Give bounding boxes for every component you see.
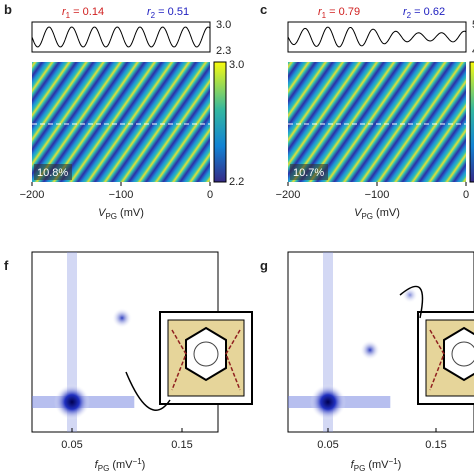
arrow <box>399 285 424 319</box>
x-tick-label: 0 <box>463 189 469 201</box>
trace-tick: 4 <box>472 45 474 57</box>
subscript: PG <box>354 464 366 473</box>
panels: b r1 = 0.14 r2 = 0.513.02.310.8%3.02.2−200… <box>4 2 474 473</box>
inset-path <box>429 329 445 391</box>
symbol-text: = 0.62 <box>411 6 445 18</box>
trace <box>31 26 211 48</box>
subscript: 1 <box>322 11 327 20</box>
symbol-label: r1 = 0.79 <box>318 6 360 20</box>
x-tick-label: 0.15 <box>425 439 446 451</box>
symbol-text: = 0.79 <box>326 6 360 18</box>
percent-box <box>34 164 72 180</box>
x-tick-label: −100 <box>109 189 134 201</box>
trace-tick: 2.3 <box>216 45 231 57</box>
x-tick-label: −200 <box>276 189 301 201</box>
x-tick-label: −200 <box>20 189 45 201</box>
subscript: PG <box>105 212 117 221</box>
colorbar <box>213 61 227 183</box>
panel-label: b <box>4 2 12 17</box>
subscript: PG <box>361 212 373 221</box>
inset-orbit <box>193 341 219 367</box>
heatmap <box>288 62 466 182</box>
symbol: r <box>62 6 67 18</box>
percent-label: 10.7% <box>293 167 324 179</box>
symbol: f <box>95 459 99 471</box>
subscript: PG <box>98 464 110 473</box>
symbol-text: (mV) <box>373 207 400 219</box>
colorbar-tick: 2.2 <box>229 176 244 188</box>
subscript: 1 <box>66 11 71 20</box>
symbol: f <box>351 459 355 471</box>
peak <box>54 384 90 420</box>
heatmap <box>32 62 210 182</box>
close: ) <box>142 459 146 471</box>
symbol-text: = 0.14 <box>70 6 104 18</box>
symbol-label: VPG (mV) <box>98 207 144 221</box>
close: ) <box>398 459 402 471</box>
trace-box <box>31 21 211 53</box>
subscript: 2 <box>407 11 412 20</box>
symbol-label: r1 = 0.14 <box>62 6 104 20</box>
symbol: r <box>147 6 152 18</box>
symbol: V <box>354 207 363 219</box>
x-tick-label: 0.15 <box>171 439 192 451</box>
superscript: −1 <box>133 457 143 466</box>
inset-orbit <box>451 341 474 367</box>
symbol-label: fPG (mV−1) <box>351 457 402 473</box>
inset-path <box>171 329 241 391</box>
subscript: 2 <box>151 11 156 20</box>
arrow <box>125 371 171 411</box>
inset-dot <box>185 326 227 382</box>
panel-label: c <box>260 2 267 17</box>
inset-dot <box>443 326 474 382</box>
streak-v <box>67 252 77 432</box>
colorbar <box>469 61 474 183</box>
symbol-text: (mV <box>365 459 389 471</box>
symbol-label: r2 = 0.62 <box>403 6 445 20</box>
symbol-text: (mV <box>109 459 133 471</box>
symbol-label: r2 = 0.51 <box>147 6 189 20</box>
streak-v <box>323 252 333 432</box>
trace <box>287 26 467 48</box>
panel-label: g <box>260 258 268 273</box>
trace-box <box>287 21 467 53</box>
trace-tick: 5 <box>472 19 474 31</box>
symbol: V <box>98 207 107 219</box>
symbol-text: = 0.51 <box>155 6 189 18</box>
x-tick-label: 0 <box>207 189 213 201</box>
symbol: r <box>403 6 408 18</box>
x-tick-label: 0.05 <box>61 439 82 451</box>
panel-label: f <box>4 258 9 273</box>
peak <box>310 384 346 420</box>
symbol-text: (mV) <box>117 207 144 219</box>
trace-tick: 3.0 <box>216 19 231 31</box>
symbol-label: VPG (mV) <box>354 207 400 221</box>
x-tick-label: 0.05 <box>317 439 338 451</box>
peak <box>402 287 418 303</box>
x-tick-label: −100 <box>365 189 390 201</box>
colorbar-tick: 3.0 <box>229 59 244 71</box>
percent-box <box>290 164 328 180</box>
symbol-label: fPG (mV−1) <box>95 457 146 473</box>
symbol: r <box>318 6 323 18</box>
percent-label: 10.8% <box>37 167 68 179</box>
peak <box>112 308 132 328</box>
peak <box>360 340 380 360</box>
superscript: −1 <box>389 457 399 466</box>
